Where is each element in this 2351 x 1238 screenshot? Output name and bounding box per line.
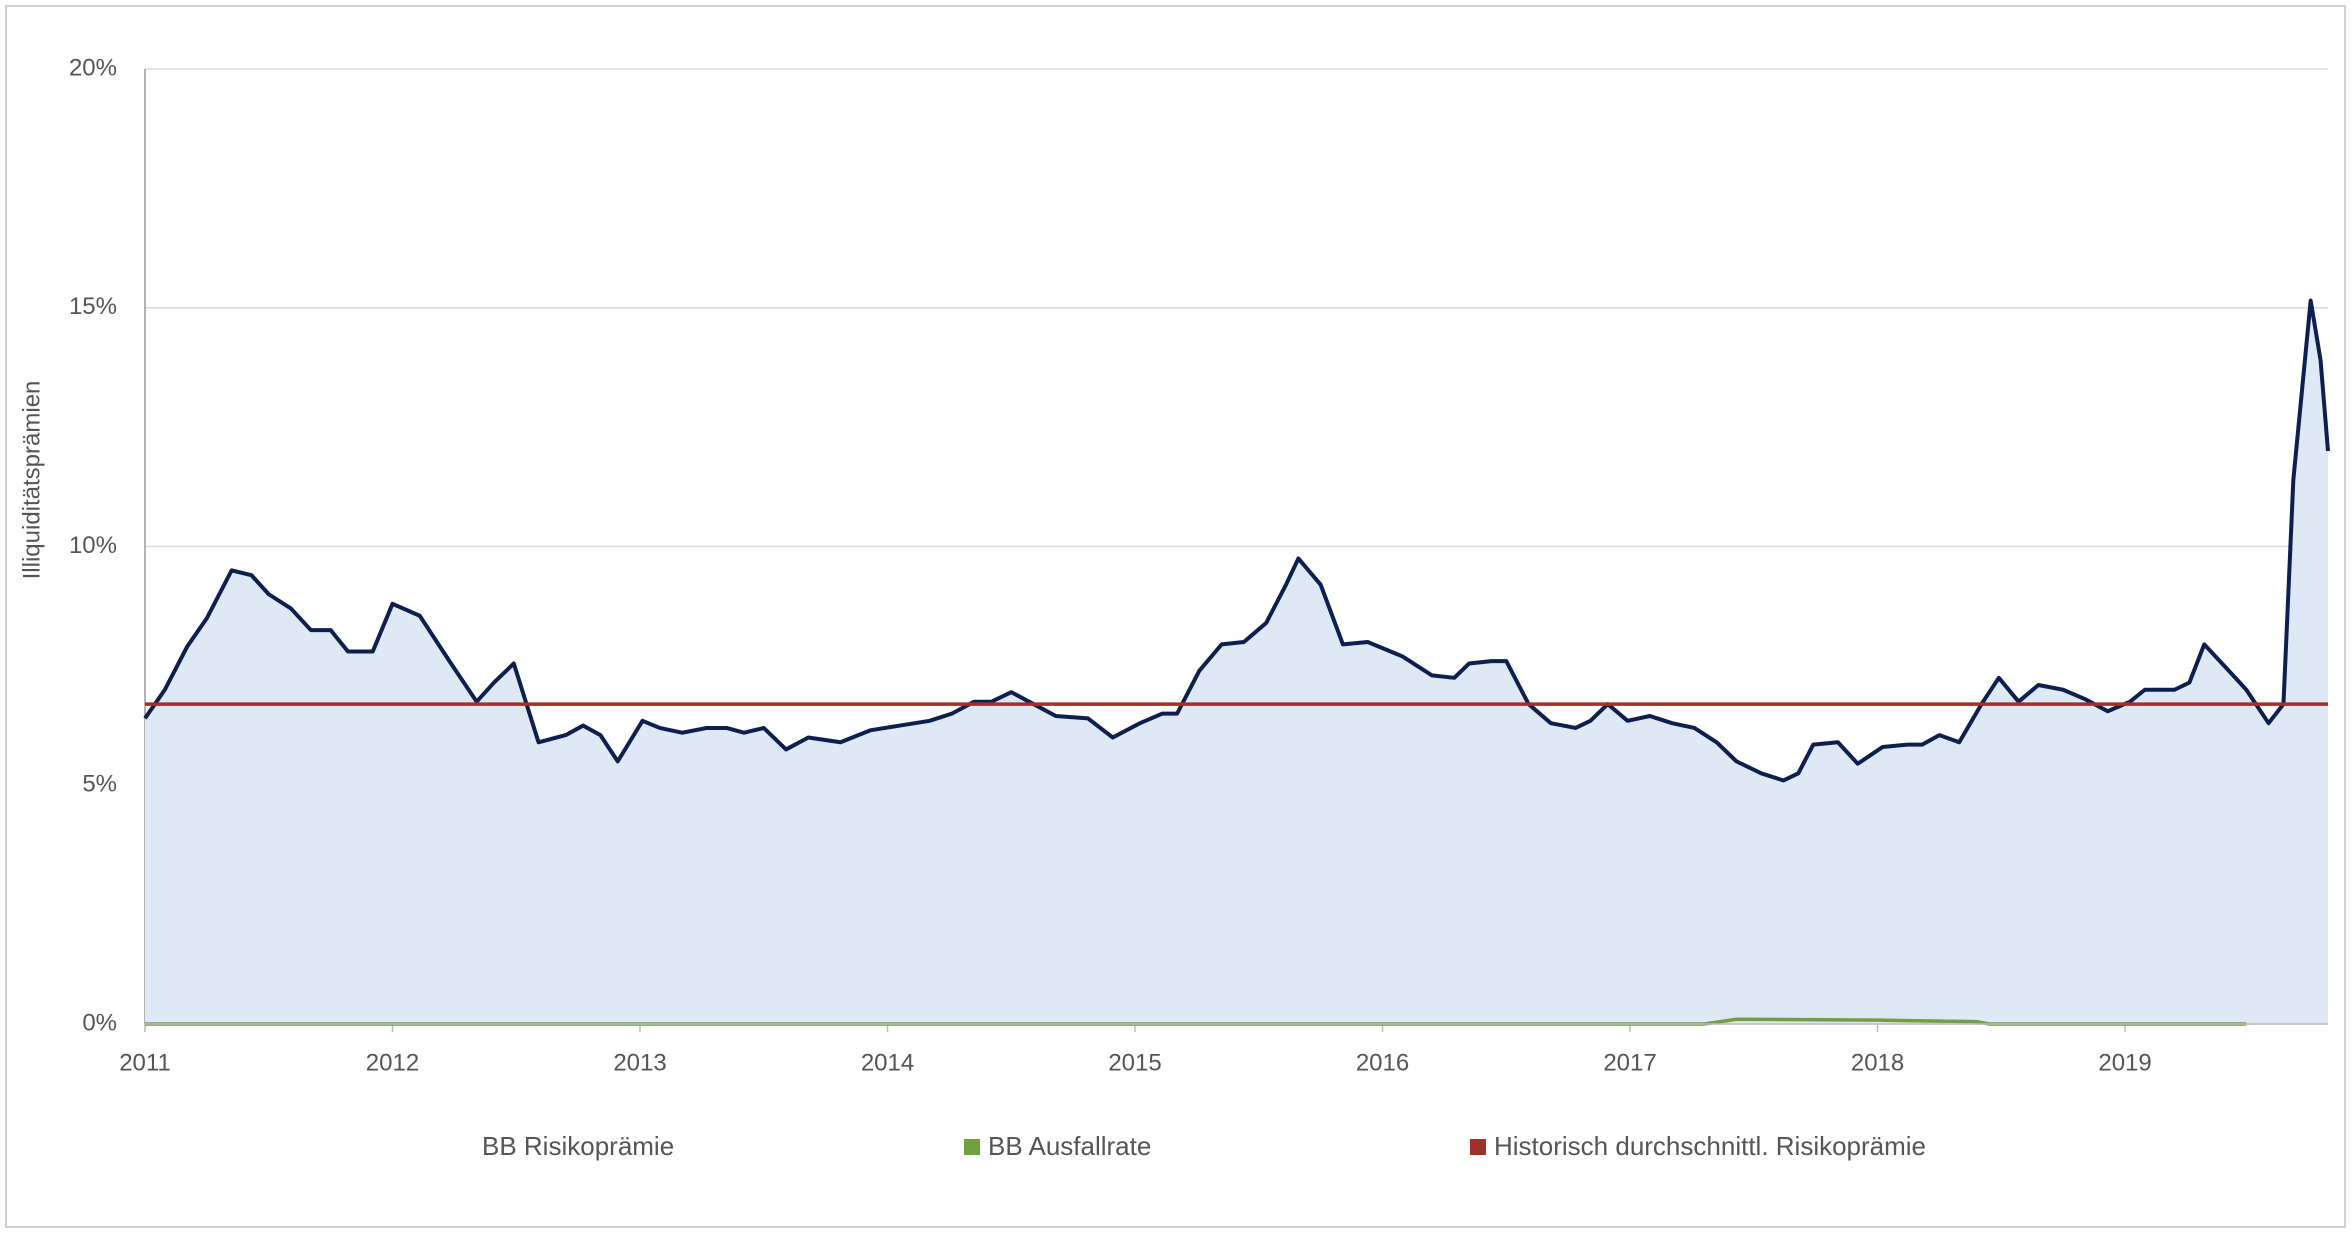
y-axis-title: Illiquiditätsprämien (18, 381, 45, 580)
legend-label: Historisch durchschnittl. Risikoprämie (1494, 1131, 1926, 1161)
x-tick-label: 2012 (366, 1049, 419, 1076)
x-tick-label: 2013 (613, 1049, 666, 1076)
y-tick-label: 15% (69, 293, 117, 320)
legend-swatch (964, 1139, 980, 1155)
line (143, 298, 2330, 783)
area (145, 300, 2328, 1024)
x-tick-label: 2016 (1356, 1049, 1409, 1076)
x-tick-label: 2019 (2098, 1049, 2151, 1076)
y-tick-label: 10% (69, 532, 117, 559)
x-tick-label: 2018 (1851, 1049, 1904, 1076)
y-tick-label: 20% (69, 54, 117, 81)
x-tick-label: 2015 (1108, 1049, 1161, 1076)
x-tick-label: 2017 (1603, 1049, 1656, 1076)
x-tick-label: 2011 (119, 1049, 171, 1076)
legend-label: BB Ausfallrate (988, 1131, 1151, 1161)
y-tick-label: 0% (82, 1009, 117, 1036)
chart-frame (5, 5, 2346, 1228)
legend-label: BB Risikoprämie (482, 1131, 674, 1161)
legend-swatch (1470, 1139, 1486, 1155)
y-tick-label: 5% (82, 771, 117, 798)
x-tick-label: 2014 (861, 1049, 914, 1076)
